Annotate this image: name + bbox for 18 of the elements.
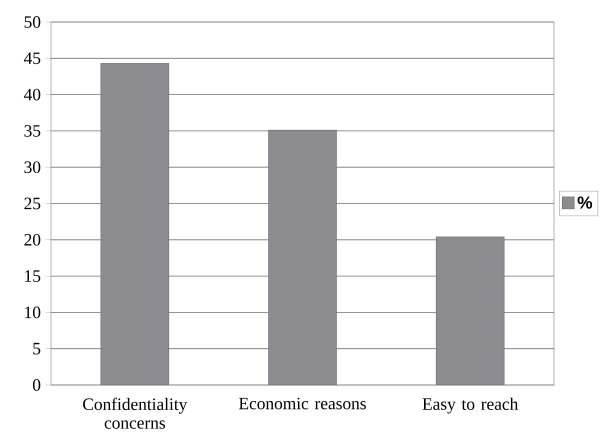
y-tick-label: 15 <box>25 270 40 282</box>
x-tick-label: Confidentiality concerns <box>83 398 188 429</box>
x-tick-label: Economic reasons <box>238 398 366 410</box>
y-tick-label: 35 <box>24 125 40 137</box>
y-tick-label: 45 <box>24 52 40 64</box>
bar <box>268 130 337 386</box>
y-tick-label: 5 <box>33 342 40 354</box>
y-tick-label: 10 <box>25 306 40 318</box>
y-tick-label: 20 <box>24 234 40 246</box>
x-tick-label: Easy to reach <box>422 398 518 414</box>
y-tick-label: 40 <box>24 88 40 100</box>
legend-label: % <box>578 196 592 209</box>
y-tick-label: 50 <box>24 16 40 28</box>
bar <box>436 236 504 386</box>
y-tick-label: 25 <box>24 198 40 210</box>
bar <box>100 63 170 386</box>
y-tick-label: 30 <box>24 161 40 174</box>
y-tick-label: 0 <box>32 379 40 391</box>
